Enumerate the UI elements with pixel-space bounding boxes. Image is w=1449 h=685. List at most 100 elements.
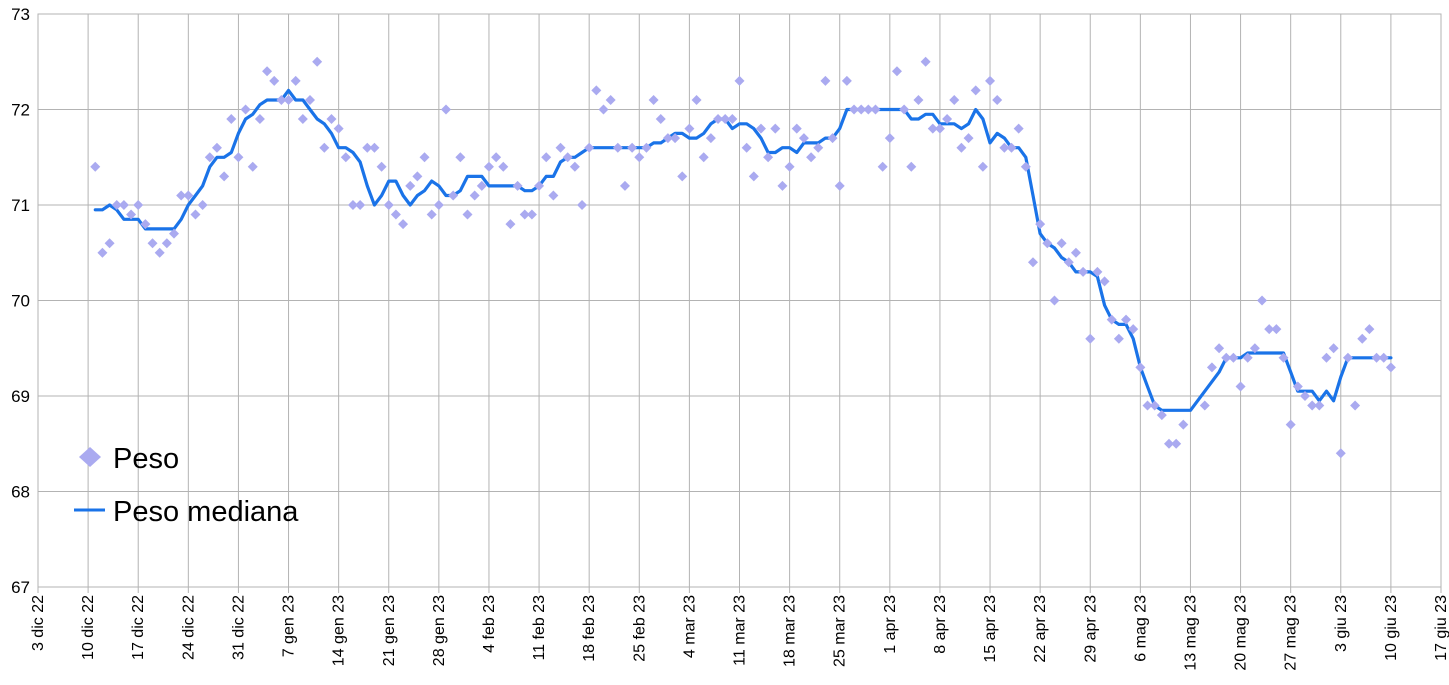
data-point-peso [498,161,509,172]
data-point-peso [598,104,609,115]
data-point-peso [283,94,294,105]
data-point-peso [813,142,824,153]
data-point-peso [634,152,645,163]
data-point-peso [999,142,1010,153]
x-tick-label: 18 mar 23 [782,595,799,667]
data-point-peso [1092,266,1103,277]
data-point-peso [491,152,502,163]
data-point-peso [512,180,523,191]
data-point-peso [798,133,809,144]
data-point-peso [326,114,337,125]
x-tick-label: 20 mag 23 [1233,595,1250,671]
data-point-peso [462,209,473,220]
data-point-peso [619,180,630,191]
data-point-peso [176,190,187,201]
data-point-peso [741,142,752,153]
data-point-peso [469,190,480,201]
data-point-peso [147,238,158,249]
x-tick-label: 18 feb 23 [581,595,598,662]
x-tick-label: 8 apr 23 [932,595,949,654]
data-point-peso [1128,324,1139,335]
data-point-peso [827,133,838,144]
data-point-peso [1142,400,1153,411]
data-point-peso [691,94,702,105]
data-point-peso [369,142,380,153]
data-point-peso [985,75,996,86]
data-point-peso [1035,219,1046,230]
data-point-peso [1020,161,1031,172]
x-tick-label: 3 dic 22 [30,595,47,651]
data-point-peso [340,152,351,163]
data-point-peso [906,161,917,172]
data-point-peso [899,104,910,115]
y-tick-label: 72 [11,101,30,120]
data-point-peso [118,200,129,210]
data-point-peso [1350,400,1361,411]
data-point-peso [1171,438,1182,449]
data-point-peso [1049,295,1060,306]
data-point-peso [834,180,845,191]
data-point-peso [1027,257,1038,268]
data-point-peso [1271,324,1282,335]
data-point-peso [126,209,137,220]
data-point-peso [448,190,459,201]
data-point-peso [312,56,323,67]
data-point-peso [863,104,874,115]
y-tick-label: 71 [11,196,30,215]
data-point-peso [920,56,931,67]
data-point-peso [727,114,738,125]
data-point-peso [1085,333,1096,344]
data-point-peso [763,152,774,163]
data-point-peso [441,104,452,115]
x-tick-label: 14 gen 23 [331,595,348,666]
data-point-peso [412,171,423,182]
data-point-peso [133,200,144,210]
data-point-peso [1257,295,1268,306]
data-point-peso [111,200,122,210]
x-tick-label: 4 feb 23 [481,595,498,653]
data-point-peso [1006,142,1017,153]
data-point-peso [376,161,387,172]
data-point-peso [1149,400,1160,411]
x-tick-label: 29 apr 23 [1082,595,1099,663]
data-point-peso [648,94,659,105]
data-point-peso [1042,238,1053,249]
x-tick-label: 31 dic 22 [230,595,247,660]
data-point-peso [942,114,953,125]
data-point-peso [1328,343,1339,354]
data-point-peso [262,66,273,77]
data-point-peso [1357,333,1368,344]
data-point-peso [290,75,301,86]
data-point-peso [1385,362,1396,373]
data-point-peso [197,200,208,210]
data-point-peso [190,209,201,220]
median-line-layer [93,88,1393,412]
data-point-peso [791,123,802,134]
data-point-peso [1013,123,1024,134]
data-point-peso [806,152,817,163]
data-point-peso [233,152,244,163]
data-point-peso [476,180,487,191]
data-point-peso [1299,391,1310,401]
data-point-peso [1264,324,1275,335]
data-point-peso [104,238,115,249]
y-tick-label: 73 [11,5,30,24]
data-point-peso [698,152,709,163]
data-point-peso [1163,438,1174,449]
data-point-peso [269,75,280,86]
data-point-peso [770,123,781,134]
data-point-peso [161,238,172,249]
data-point-peso [483,161,494,172]
data-point-peso [1063,257,1074,268]
data-point-peso [1113,333,1124,344]
data-point-peso [913,94,924,105]
data-point-peso [1364,324,1375,335]
data-point-peso [219,171,230,182]
data-point-peso [240,104,251,115]
data-point-peso [1221,352,1232,363]
data-point-peso [992,94,1003,105]
data-point-peso [1242,352,1253,363]
data-point-peso [755,123,766,134]
data-point-peso [612,142,623,153]
